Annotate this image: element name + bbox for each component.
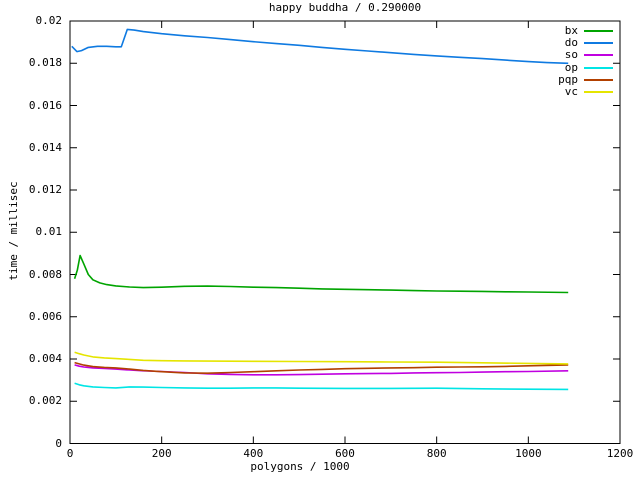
y-tick-label: 0.012	[28, 183, 62, 196]
x-tick-label: 0	[66, 447, 74, 460]
x-tick-label: 600	[335, 447, 355, 460]
y-tick-label: 0.016	[28, 98, 62, 112]
y-tick-label: 0.02	[35, 14, 63, 27]
legend-line-bx	[584, 30, 613, 32]
x-axis-label: polygons / 1000	[250, 460, 350, 473]
series-line-bx	[73, 254, 569, 294]
series-line-op	[74, 382, 569, 391]
y-axis-label: time / millisec	[7, 181, 20, 281]
y-tick-label: 0.014	[28, 140, 62, 154]
series-line-do	[71, 28, 569, 65]
y-tick-label: 0	[55, 436, 62, 450]
y-tick-label: 0.006	[28, 309, 62, 323]
y-tick-label: 0.004	[28, 352, 62, 365]
x-tick-label: 800	[426, 447, 447, 460]
legend-line-so	[584, 54, 613, 57]
legend-line-op	[584, 66, 613, 69]
legend-label-bx: bx	[564, 24, 578, 37]
x-tick-label: 1200	[606, 447, 634, 460]
plot-border	[69, 20, 621, 444]
series-line-vc	[74, 351, 569, 365]
y-tick-label: 0.018	[28, 56, 62, 70]
legend-line-pqp	[584, 78, 613, 81]
series-line-pqp	[74, 361, 569, 375]
series-line-so	[74, 364, 569, 376]
x-tick-label: 200	[151, 447, 172, 460]
legend-label-so: so	[564, 48, 578, 62]
legend-label-op: op	[564, 60, 578, 74]
y-tick-label: 0.008	[28, 267, 62, 281]
chart-title: happy buddha / 0.290000	[268, 1, 422, 14]
legend-label-do: do	[564, 36, 578, 50]
legend-label-pqp: pqp	[558, 72, 578, 86]
x-tick-label: 1000	[515, 447, 542, 460]
x-tick-label: 400	[243, 447, 264, 460]
legend-line-vc	[584, 91, 613, 93]
legend-line-do	[584, 42, 613, 45]
legend-label-vc: vc	[564, 85, 578, 98]
y-tick-label: 0.01	[35, 225, 63, 239]
y-tick-label: 0.002	[28, 394, 62, 408]
